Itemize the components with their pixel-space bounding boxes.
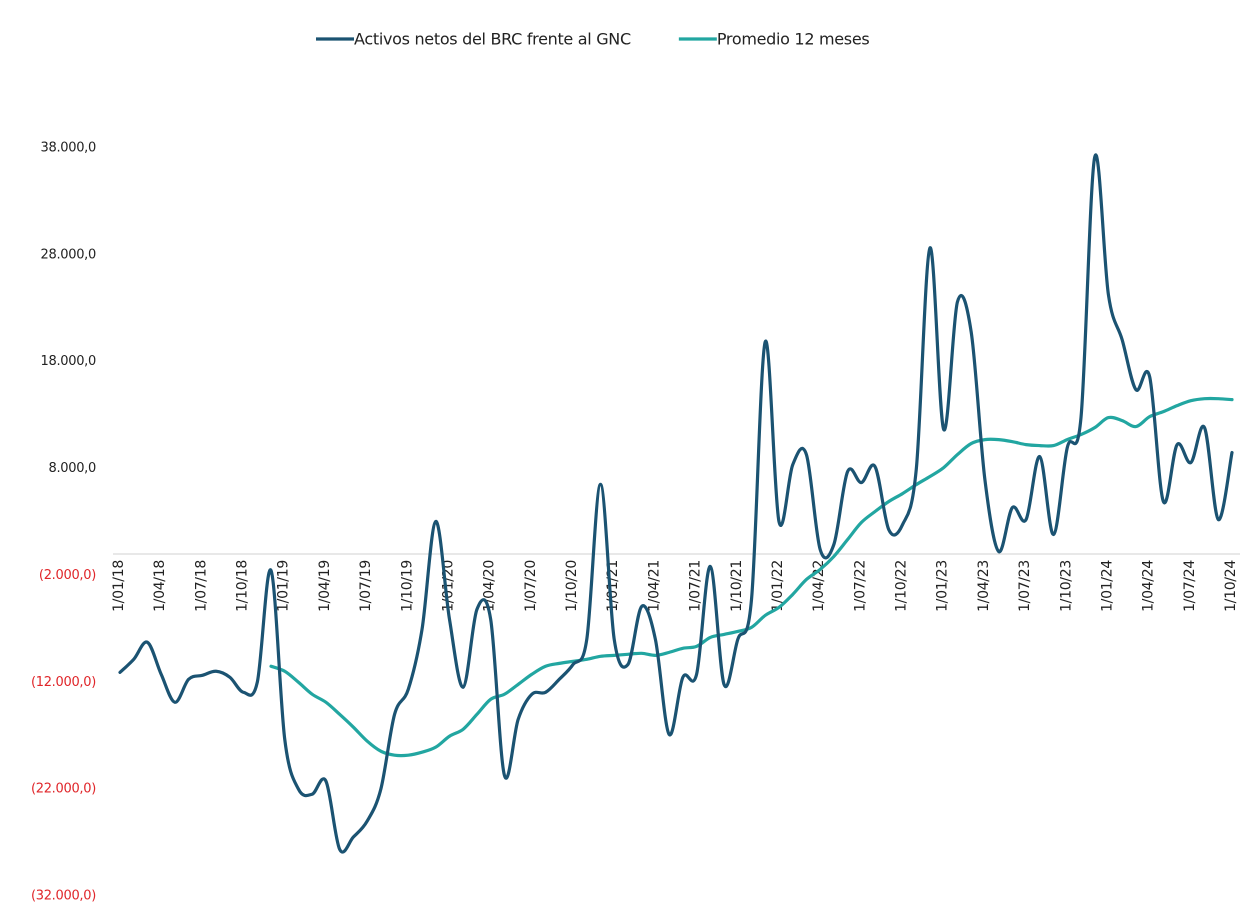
x-tick-label: 1/04/18 [152, 560, 168, 612]
legend-label: Promedio 12 meses [717, 30, 870, 49]
x-tick-label: 1/10/19 [399, 560, 415, 612]
x-tick-label: 1/10/22 [894, 560, 910, 612]
y-tick-label: 18.000,0 [41, 354, 97, 369]
y-tick-label: (22.000,0) [31, 782, 96, 797]
x-tick-label: 1/07/23 [1017, 560, 1033, 612]
x-tick-label: 1/07/19 [358, 560, 374, 612]
y-tick-label: 28.000,0 [41, 247, 97, 262]
legend-label: Activos netos del BRC frente al GNC [354, 30, 631, 49]
y-tick-label: (2.000,0) [39, 568, 96, 583]
x-tick-label: 1/07/20 [523, 560, 539, 612]
x-tick-label: 1/07/21 [688, 560, 704, 612]
x-tick-label: 1/01/18 [111, 560, 127, 612]
x-tick-label: 1/10/21 [729, 560, 745, 612]
x-tick-label: 1/01/22 [770, 560, 786, 612]
x-tick-label: 1/10/18 [235, 560, 251, 612]
x-tick-label: 1/10/23 [1058, 560, 1074, 612]
x-tick-label: 1/04/19 [317, 560, 333, 612]
series-line [118, 153, 1234, 854]
x-tick-label: 1/07/18 [193, 560, 209, 612]
x-tick-label: 1/07/24 [1182, 560, 1198, 612]
x-tick-label: 1/01/24 [1099, 560, 1115, 612]
x-tick-label: 1/04/21 [646, 560, 662, 612]
y-tick-label: (12.000,0) [31, 675, 96, 690]
legend: Activos netos del BRC frente al GNC Prome… [316, 30, 870, 49]
x-tick-label: 1/04/20 [482, 560, 498, 612]
y-tick-label: 8.000,0 [48, 461, 96, 476]
x-tick-label: 1/04/22 [811, 560, 827, 612]
x-tick-label: 1/01/23 [935, 560, 951, 612]
y-tick-label: 38.000,0 [41, 141, 97, 156]
y-tick-label: (32.000,0) [31, 889, 96, 904]
x-tick-label: 1/10/20 [564, 560, 580, 612]
x-tick-label: 1/07/22 [852, 560, 868, 612]
x-tick-label: 1/10/24 [1223, 560, 1239, 612]
x-tick-label: 1/04/23 [976, 560, 992, 612]
x-tick-label: 1/01/19 [276, 560, 292, 612]
x-tick-label: 1/04/24 [1141, 560, 1157, 612]
series-line [269, 396, 1234, 758]
